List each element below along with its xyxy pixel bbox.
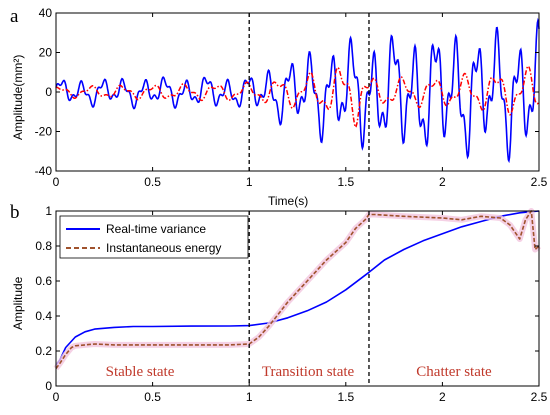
panel-a-ytick-label: 0 bbox=[45, 85, 52, 99]
panel-b-xtick-label: 0.5 bbox=[144, 390, 161, 404]
panel-a-xtick-label: 2.5 bbox=[531, 175, 548, 189]
panel-b-ytick-label: 0.6 bbox=[35, 274, 52, 288]
panel-a-ylabel: Amplitude(mm²) bbox=[11, 55, 25, 140]
legend-label-energy: Instantaneous energy bbox=[106, 241, 221, 255]
panel-a-ytick-label: 40 bbox=[39, 6, 53, 20]
panel-b-xtick-label: 2 bbox=[439, 390, 446, 404]
panel-b-frame bbox=[55, 210, 540, 387]
panel-b-xtick-label: 2.5 bbox=[531, 390, 548, 404]
legend: Real-time variance Instantaneous energy bbox=[59, 215, 249, 259]
panel-a-xtick-label: 1 bbox=[246, 175, 253, 189]
annotation-stable-state: Stable state bbox=[106, 364, 175, 380]
series-a-blue-line bbox=[55, 17, 540, 164]
panel-a-xtick-label: 2 bbox=[439, 175, 446, 189]
panel-a-xtick-label: 0.5 bbox=[144, 175, 161, 189]
panel-b-xtick-label: 1 bbox=[246, 390, 253, 404]
panel-b-xtick-label: 1.5 bbox=[337, 390, 354, 404]
panel-a-xtick-label: 1.5 bbox=[337, 175, 354, 189]
panel-b-ytick-label: 0.4 bbox=[35, 309, 52, 323]
panel-a-ytick-label: -40 bbox=[35, 164, 53, 178]
panel-b-label: b bbox=[10, 202, 20, 223]
legend-box bbox=[59, 215, 249, 259]
panel-b-xtick-label: 0 bbox=[53, 390, 60, 404]
legend-label-variance: Real-time variance bbox=[106, 222, 206, 236]
panel-b-ytick-label: 0.8 bbox=[35, 239, 52, 253]
panel-a-label: a bbox=[10, 6, 19, 27]
panel-a-xlabel: Time(s) bbox=[268, 194, 308, 208]
panel-b-ytick-label: 0 bbox=[45, 379, 52, 393]
panel-b-ytick-label: 1 bbox=[45, 204, 52, 218]
panel-b: b 0 0.5 1 1.5 2 2.5 00.20.40.60.81 Amplitude … bbox=[10, 202, 548, 404]
panel-a-ytick-label: 20 bbox=[39, 46, 53, 60]
panel-a: a 0 0.5 1 1.5 2 2.5 -40 -20 0 20 40 Time(s) Ampli… bbox=[10, 6, 548, 208]
series-instantaneous-energy bbox=[55, 210, 540, 369]
panel-a-ytick-label: -20 bbox=[35, 125, 53, 139]
panel-a-xtick-label: 0 bbox=[53, 175, 60, 189]
panel-b-ytick-label: 0.2 bbox=[35, 344, 52, 358]
series-real-time-variance bbox=[55, 210, 540, 366]
panel-b-ylabel: Amplitude bbox=[11, 276, 25, 330]
annotation-transition-state: Transition state bbox=[262, 364, 355, 380]
annotation-chatter-state: Chatter state bbox=[416, 364, 492, 380]
series-a-red-line bbox=[56, 65, 540, 129]
